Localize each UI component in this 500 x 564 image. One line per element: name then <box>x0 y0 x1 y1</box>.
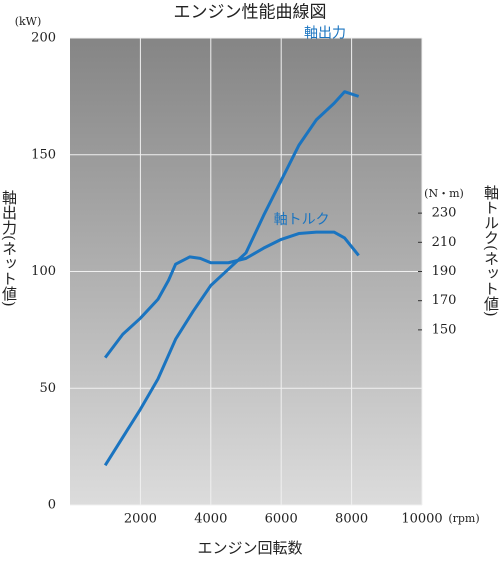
y2-tick-label: 210 <box>432 235 457 250</box>
series-label: 軸トルク <box>274 212 330 228</box>
x-axis-label: エンジン回転数 <box>197 539 302 557</box>
y2-tick-label: 230 <box>432 206 457 221</box>
y-axis-unit: (kW) <box>15 15 42 28</box>
y-tick-label: 50 <box>39 381 56 396</box>
x-tick-label: 8000 <box>335 512 368 527</box>
y2-tick-label: 190 <box>432 264 457 279</box>
series-label: 軸出力 <box>304 25 346 41</box>
y-tick-label: 0 <box>48 498 56 513</box>
x-axis-unit: (rpm) <box>448 512 479 525</box>
x-tick-label: 6000 <box>265 512 298 527</box>
series-line <box>104 230 360 359</box>
x-tick-label: 2000 <box>124 512 157 527</box>
x-tick-label: 4000 <box>194 512 227 527</box>
y2-tick-label: 170 <box>432 293 457 308</box>
series-line <box>103 90 360 467</box>
y-tick-label: 200 <box>31 31 56 46</box>
y2-axis-unit: (N・m) <box>424 187 464 200</box>
y-tick-label: 100 <box>31 264 56 279</box>
y-tick-label: 150 <box>31 147 56 162</box>
y2-tick-label: 150 <box>432 322 457 337</box>
y2-axis-label: 軸トルク(ネット値) <box>482 185 500 317</box>
chart-title: エンジン性能曲線図 <box>174 3 327 23</box>
y-axis-label: 軸出力(ネット値) <box>0 190 18 307</box>
x-tick-label: 10000 <box>401 512 442 527</box>
